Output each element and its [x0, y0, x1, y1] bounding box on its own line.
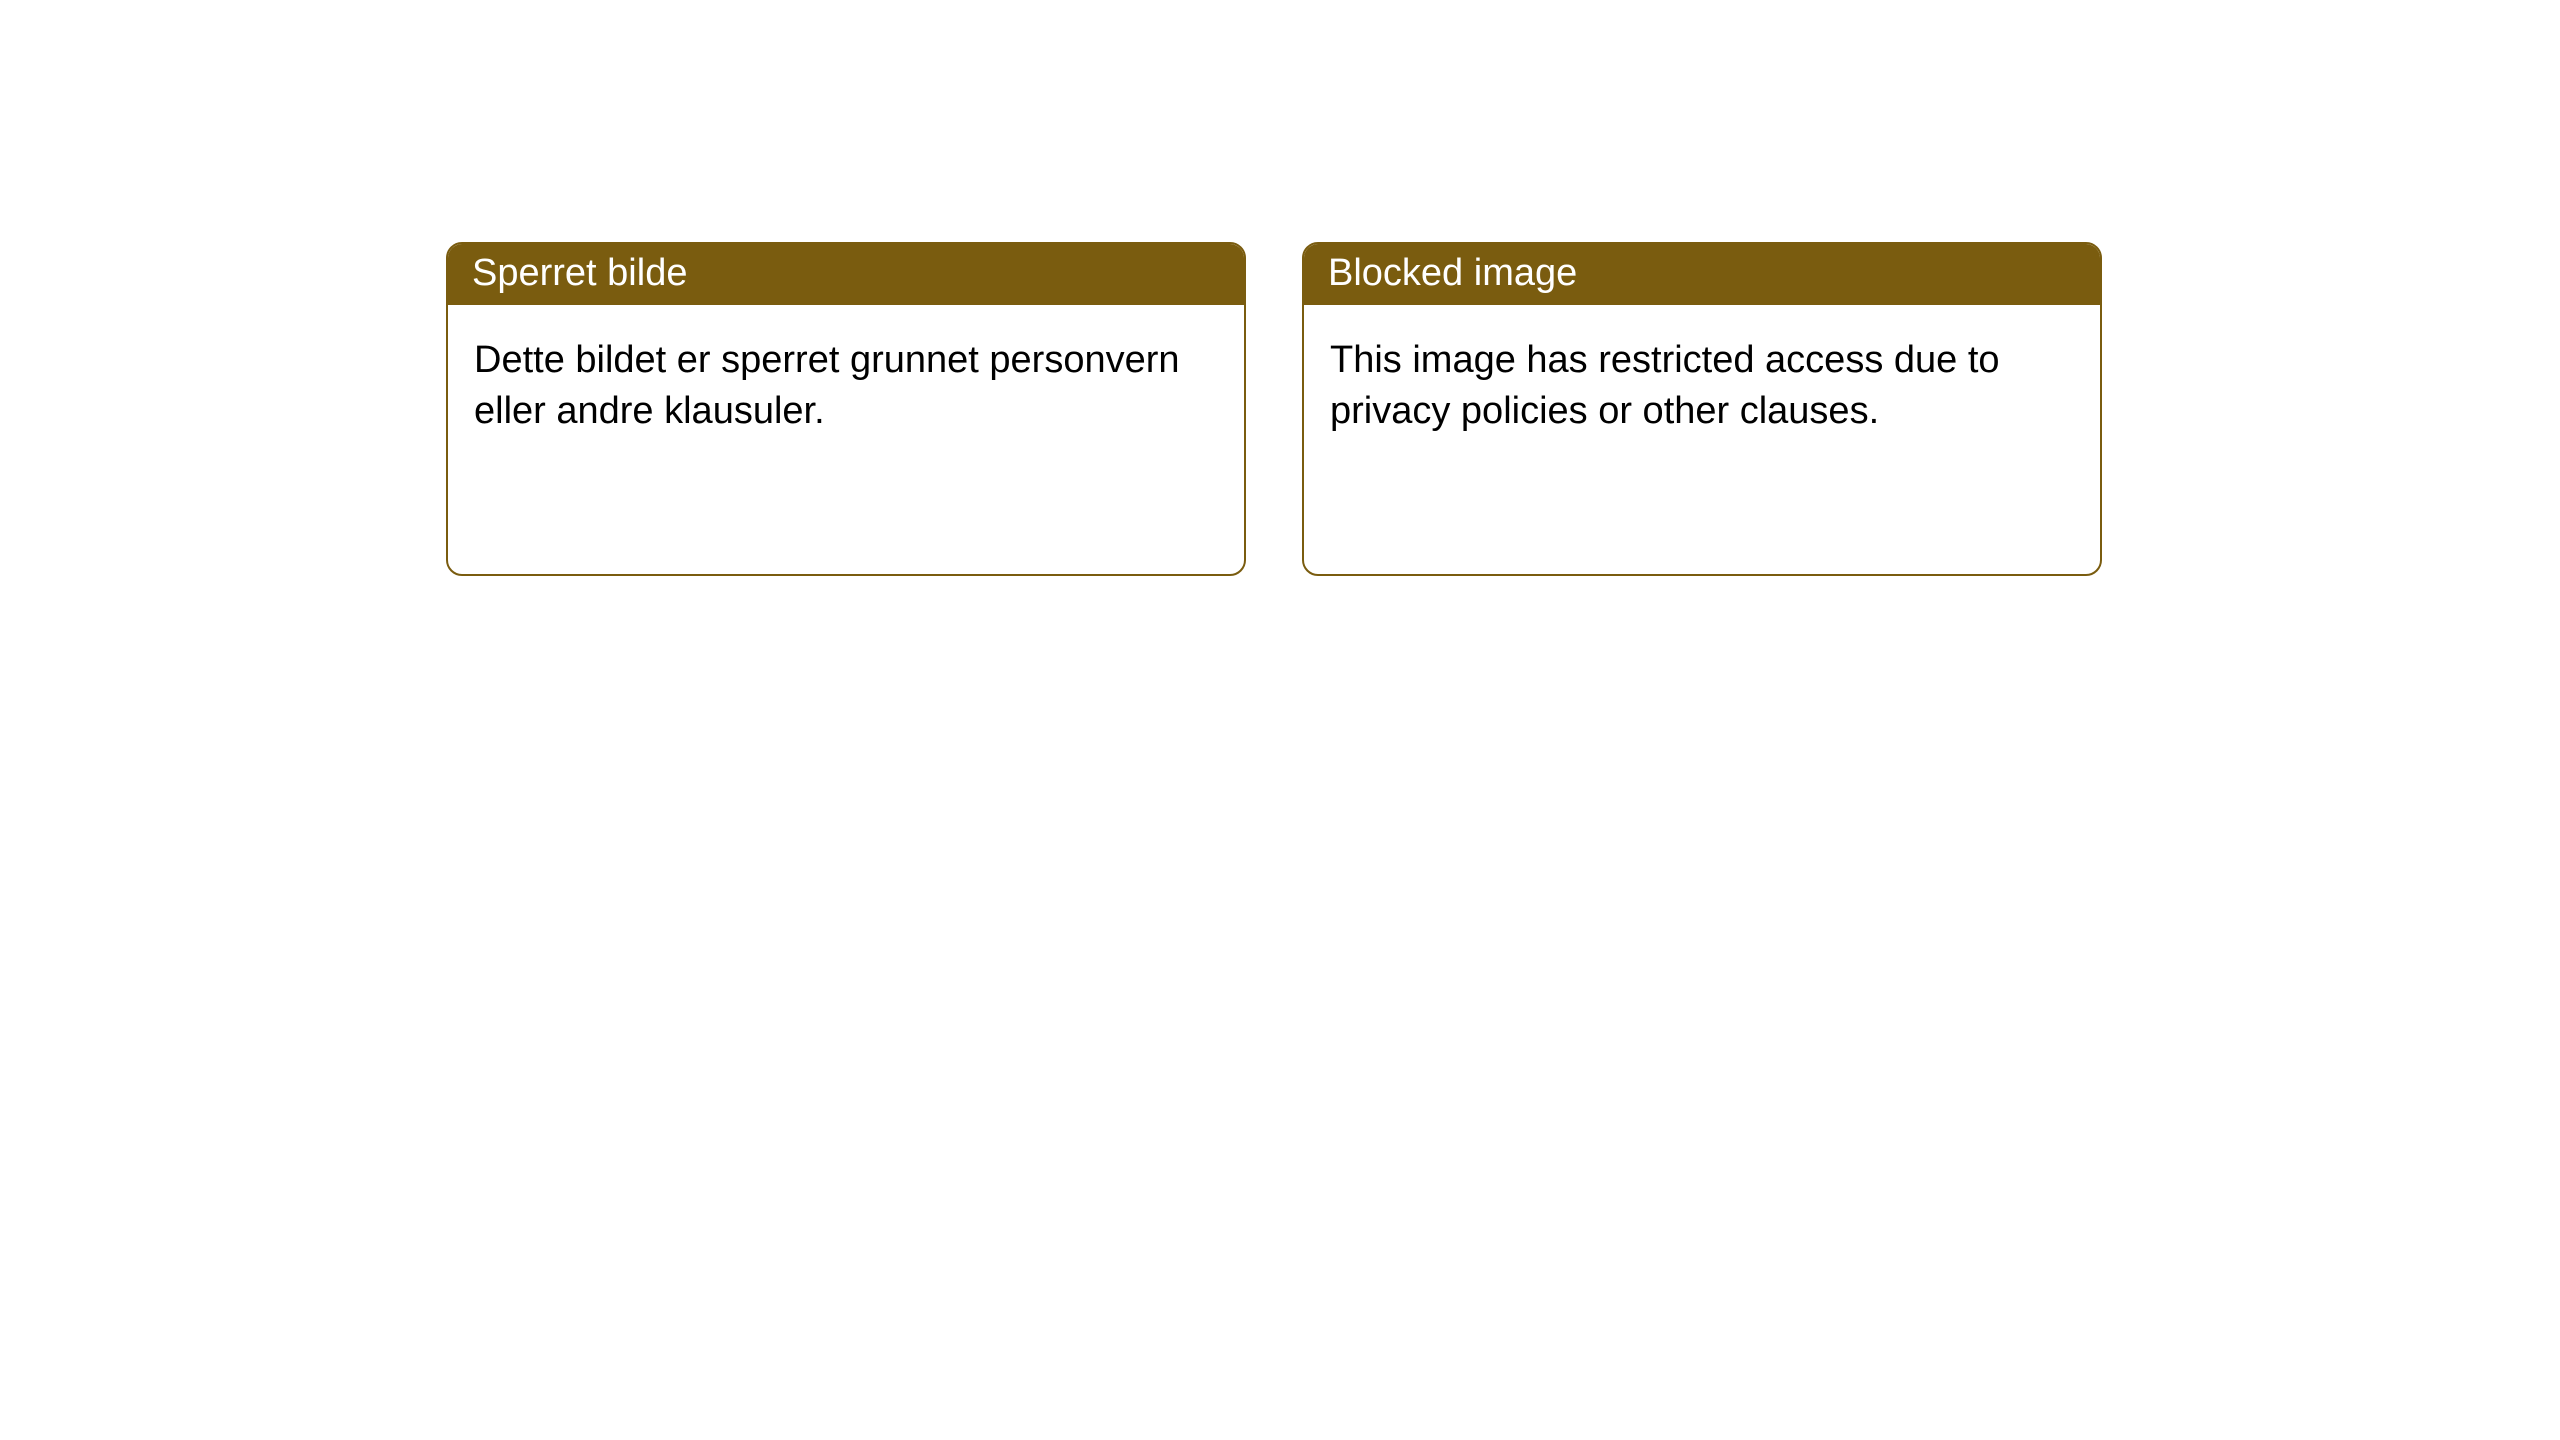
cards-container: Sperret bilde Dette bildet er sperret gr…	[0, 0, 2560, 576]
card-body-text: Dette bildet er sperret grunnet personve…	[474, 339, 1180, 432]
blocked-image-card-en: Blocked image This image has restricted …	[1302, 242, 2102, 576]
card-header: Blocked image	[1304, 244, 2100, 305]
card-body: This image has restricted access due to …	[1304, 305, 2100, 468]
card-header: Sperret bilde	[448, 244, 1244, 305]
card-body: Dette bildet er sperret grunnet personve…	[448, 305, 1244, 468]
card-title: Blocked image	[1328, 252, 1577, 294]
blocked-image-card-no: Sperret bilde Dette bildet er sperret gr…	[446, 242, 1246, 576]
card-body-text: This image has restricted access due to …	[1330, 339, 2000, 432]
card-title: Sperret bilde	[472, 252, 687, 294]
